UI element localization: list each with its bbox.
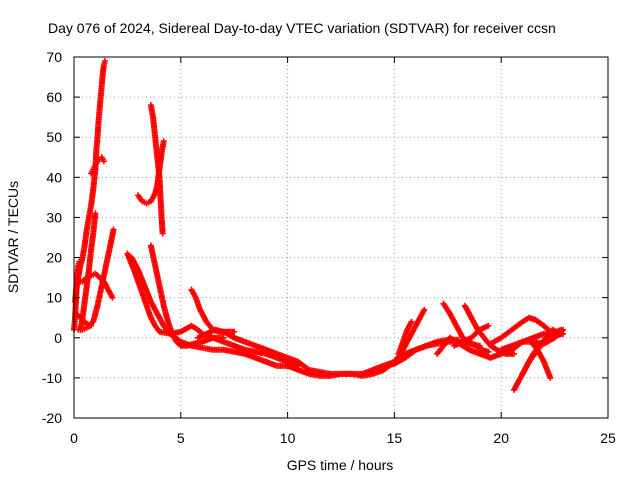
data-point xyxy=(408,318,415,325)
axis-ticks xyxy=(73,56,609,419)
series-arc-9 xyxy=(147,102,166,237)
x-tick-label: 15 xyxy=(387,430,403,446)
x-tick-label: 25 xyxy=(600,430,616,446)
data-point xyxy=(101,58,108,65)
y-tick-label: 20 xyxy=(46,250,62,266)
data-point xyxy=(485,348,492,355)
y-tick-labels: -20 -10 0 10 20 30 40 50 60 70 xyxy=(42,49,62,426)
data-point xyxy=(231,328,238,335)
data-point xyxy=(100,158,107,165)
y-tick-label: 70 xyxy=(46,49,62,65)
y-tick-label: 30 xyxy=(46,209,62,225)
data-marks xyxy=(71,58,567,393)
x-tick-label: 5 xyxy=(177,430,185,446)
data-point xyxy=(511,350,518,357)
series-arc-4 xyxy=(88,154,107,177)
data-point xyxy=(109,294,116,301)
y-tick-label: -20 xyxy=(42,410,62,426)
y-tick-label: 10 xyxy=(46,290,62,306)
y-tick-label: 40 xyxy=(46,169,62,185)
chart-title: Day 076 of 2024, Sidereal Day-to-day VTE… xyxy=(48,20,556,36)
series-arc-26 xyxy=(498,326,567,353)
series-arc-12 xyxy=(128,254,291,369)
series-arc-7 xyxy=(75,322,95,333)
data-point xyxy=(560,326,567,333)
y-tick-label: 0 xyxy=(54,330,62,346)
series-arc-17 xyxy=(395,318,415,357)
data-point xyxy=(421,306,428,313)
plot-frame xyxy=(73,56,609,419)
data-point xyxy=(160,138,167,145)
x-tick-label: 20 xyxy=(493,430,509,446)
y-tick-label: -10 xyxy=(42,370,62,386)
y-tick-label: 60 xyxy=(46,89,62,105)
data-point xyxy=(547,374,554,381)
series-arc-21 xyxy=(451,322,492,349)
data-point xyxy=(159,230,166,237)
data-point xyxy=(92,210,99,217)
x-tick-label: 0 xyxy=(70,430,78,446)
data-point xyxy=(88,322,95,329)
x-tick-label: 10 xyxy=(280,430,296,446)
y-axis-label: SDTVAR / TECUs xyxy=(5,181,21,293)
series-arc-16 xyxy=(370,336,462,373)
data-point xyxy=(110,226,117,233)
x-tick-labels: 0 5 10 15 20 25 xyxy=(70,430,616,446)
data-point xyxy=(485,322,492,329)
data-point xyxy=(77,258,84,265)
x-axis-label: GPS time / hours xyxy=(287,457,394,473)
series-arc-20 xyxy=(461,302,518,357)
y-tick-label: 50 xyxy=(46,129,62,145)
